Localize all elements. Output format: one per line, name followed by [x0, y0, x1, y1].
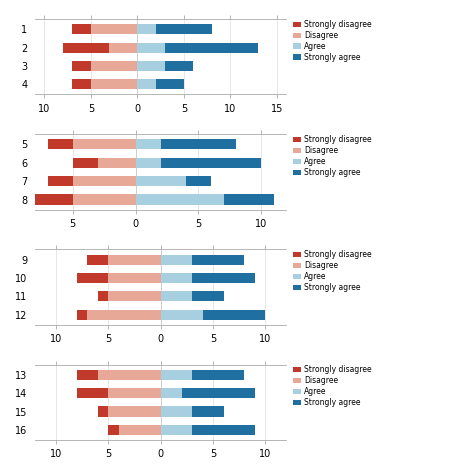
Bar [77, 310, 161, 320]
Bar [136, 176, 186, 186]
Bar [109, 388, 161, 398]
Bar [63, 43, 137, 53]
Bar [137, 43, 258, 53]
Bar [136, 139, 236, 149]
Bar [35, 194, 136, 205]
Bar [72, 79, 137, 90]
Legend: Strongly disagree, Disagree, Agree, Strongly agree: Strongly disagree, Disagree, Agree, Stro… [292, 249, 373, 293]
Bar [109, 255, 161, 264]
Bar [136, 194, 274, 205]
Bar [119, 425, 161, 435]
Bar [109, 273, 161, 283]
Bar [136, 158, 261, 168]
Bar [161, 388, 255, 398]
Bar [47, 176, 136, 186]
Bar [91, 79, 137, 90]
Bar [109, 425, 161, 435]
Bar [73, 158, 136, 168]
Bar [87, 255, 161, 264]
Bar [87, 310, 161, 320]
Bar [98, 158, 136, 168]
Bar [161, 406, 224, 417]
Bar [73, 194, 136, 205]
Bar [98, 406, 161, 417]
Bar [161, 388, 182, 398]
Bar [73, 176, 136, 186]
Bar [161, 425, 192, 435]
Bar [137, 79, 156, 90]
Bar [72, 24, 137, 34]
Bar [77, 273, 161, 283]
Bar [137, 24, 156, 34]
Bar [161, 255, 245, 264]
Bar [98, 292, 161, 301]
Bar [109, 292, 161, 301]
Bar [137, 61, 165, 71]
Bar [137, 61, 193, 71]
Bar [109, 43, 137, 53]
Bar [137, 43, 165, 53]
Bar [136, 194, 224, 205]
Legend: Strongly disagree, Disagree, Agree, Strongly agree: Strongly disagree, Disagree, Agree, Stro… [292, 19, 373, 63]
Bar [161, 292, 192, 301]
Bar [47, 139, 136, 149]
Bar [109, 406, 161, 417]
Bar [161, 273, 255, 283]
Bar [161, 310, 265, 320]
Bar [161, 370, 192, 380]
Bar [136, 176, 211, 186]
Bar [91, 61, 137, 71]
Bar [77, 388, 161, 398]
Bar [136, 139, 161, 149]
Bar [137, 79, 184, 90]
Bar [73, 139, 136, 149]
Bar [161, 370, 245, 380]
Bar [137, 24, 212, 34]
Bar [136, 158, 161, 168]
Bar [72, 61, 137, 71]
Legend: Strongly disagree, Disagree, Agree, Strongly agree: Strongly disagree, Disagree, Agree, Stro… [292, 135, 373, 178]
Bar [161, 255, 192, 264]
Bar [161, 273, 192, 283]
Bar [161, 406, 192, 417]
Bar [98, 370, 161, 380]
Bar [77, 370, 161, 380]
Bar [91, 24, 137, 34]
Bar [161, 292, 224, 301]
Bar [161, 425, 255, 435]
Legend: Strongly disagree, Disagree, Agree, Strongly agree: Strongly disagree, Disagree, Agree, Stro… [292, 365, 373, 408]
Bar [161, 310, 202, 320]
